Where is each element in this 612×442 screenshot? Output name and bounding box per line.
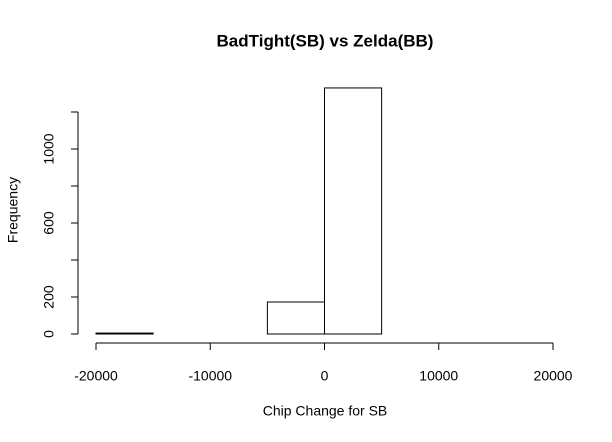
y-axis-label: Frequency — [5, 177, 21, 243]
chart-title: BadTight(SB) vs Zelda(BB) — [217, 31, 434, 50]
bar — [324, 87, 383, 335]
x-tick-label: -10000 — [188, 368, 232, 384]
x-tick-label: 0 — [321, 368, 329, 384]
bar — [95, 332, 154, 335]
x-tick-label: -20000 — [74, 368, 118, 384]
x-tick-label: 10000 — [419, 368, 458, 384]
y-tick-label: 1000 — [41, 133, 57, 164]
y-tick-label: 200 — [41, 285, 57, 309]
y-tick-label: 600 — [41, 211, 57, 235]
y-tick-label: 0 — [41, 330, 57, 338]
bar — [266, 301, 325, 335]
x-tick-label: 20000 — [534, 368, 573, 384]
x-axis-label: Chip Change for SB — [263, 403, 388, 419]
